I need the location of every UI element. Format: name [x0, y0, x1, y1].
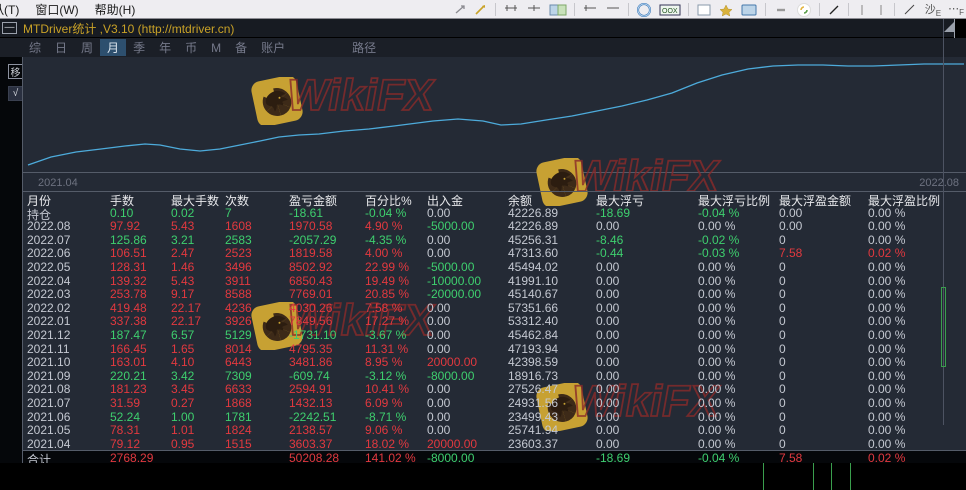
svg-text:OOX: OOX [662, 8, 678, 15]
